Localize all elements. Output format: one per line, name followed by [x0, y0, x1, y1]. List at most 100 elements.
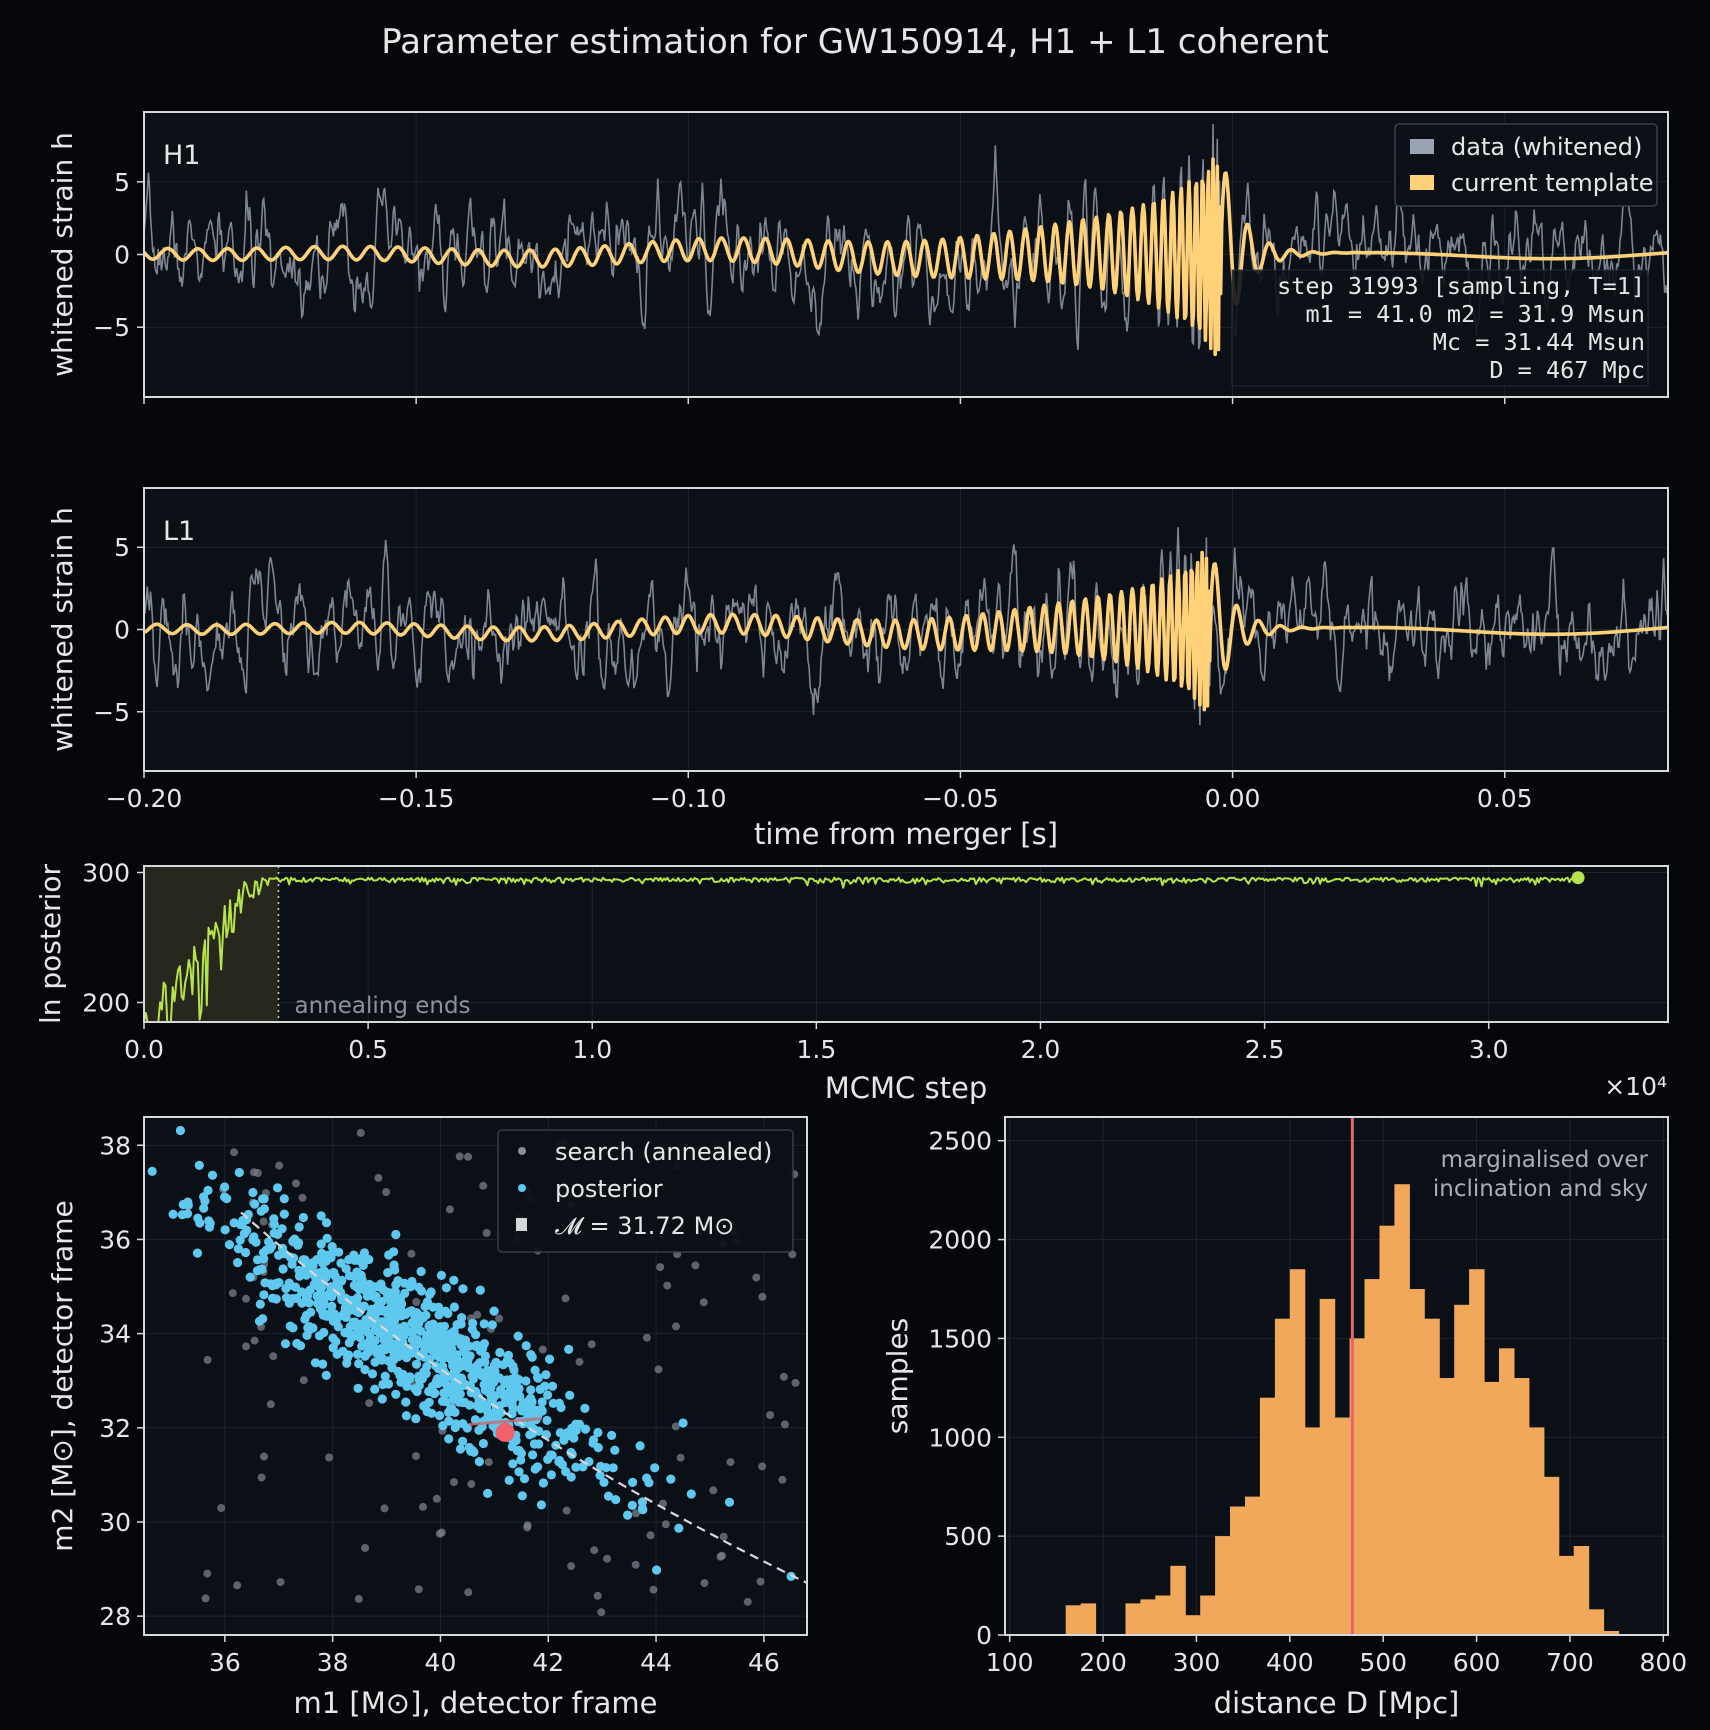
posterior-point — [318, 1359, 328, 1369]
posterior-point — [483, 1365, 493, 1375]
legend-label: data (whitened) — [1451, 133, 1642, 161]
posterior-point — [327, 1301, 337, 1311]
search-point — [758, 1292, 767, 1301]
histogram-bar — [1125, 1603, 1141, 1635]
search-point — [756, 1577, 765, 1586]
posterior-point — [593, 1427, 603, 1438]
posterior-point — [495, 1347, 505, 1358]
histogram-bar — [1215, 1536, 1231, 1635]
posterior-point — [555, 1428, 565, 1438]
posterior-point — [428, 1328, 438, 1338]
posterior-point — [422, 1361, 432, 1372]
posterior-point — [425, 1336, 435, 1346]
posterior-point — [471, 1330, 481, 1340]
posterior-point — [384, 1250, 394, 1260]
x-tick-label: 200 — [1079, 1648, 1127, 1677]
posterior-point — [287, 1259, 297, 1269]
posterior-point — [396, 1327, 406, 1337]
histogram-bar — [1259, 1397, 1276, 1635]
posterior-point — [329, 1287, 339, 1297]
annotation-line: Mc = 31.44 Msun — [1433, 328, 1645, 356]
posterior-point — [305, 1260, 315, 1270]
posterior-point — [503, 1351, 513, 1361]
posterior-point — [273, 1183, 283, 1193]
posterior-point — [686, 1489, 696, 1499]
posterior-point — [474, 1425, 484, 1435]
posterior-point — [414, 1375, 424, 1385]
posterior-point — [224, 1240, 235, 1250]
posterior-point — [554, 1398, 564, 1408]
posterior-point — [487, 1320, 497, 1330]
posterior-point — [400, 1288, 410, 1298]
posterior-point — [278, 1264, 288, 1274]
posterior-point — [260, 1278, 270, 1288]
search-point — [743, 1597, 752, 1606]
y-tick-label: 0 — [114, 241, 130, 270]
posterior-point — [350, 1255, 360, 1265]
search-point — [567, 1562, 576, 1571]
posterior-point — [319, 1327, 329, 1338]
posterior-point — [438, 1396, 448, 1406]
posterior-point — [599, 1477, 609, 1487]
posterior-point — [271, 1280, 281, 1290]
posterior-point — [464, 1400, 475, 1410]
posterior-point — [437, 1333, 447, 1343]
posterior-point — [364, 1254, 374, 1265]
posterior-point — [354, 1284, 364, 1294]
posterior-point — [344, 1338, 354, 1348]
posterior-point — [195, 1218, 205, 1228]
posterior-point — [361, 1340, 371, 1350]
posterior-point — [375, 1329, 385, 1339]
posterior-point — [478, 1438, 488, 1449]
histogram-bar — [1140, 1599, 1156, 1635]
x-tick-label: 0.5 — [348, 1035, 388, 1064]
posterior-point — [443, 1384, 453, 1394]
posterior-point — [498, 1360, 508, 1370]
search-point — [298, 1193, 307, 1202]
posterior-point — [567, 1423, 577, 1433]
histogram-bar — [1484, 1381, 1500, 1635]
y-tick-label: 28 — [99, 1602, 131, 1631]
search-point — [467, 1480, 476, 1489]
posterior-point — [468, 1318, 478, 1328]
posterior-point — [323, 1311, 333, 1321]
posterior-point — [574, 1419, 585, 1429]
posterior-point — [449, 1302, 459, 1312]
x-tick-label: 100 — [986, 1648, 1034, 1677]
posterior-point — [786, 1571, 796, 1581]
posterior-point — [245, 1272, 255, 1282]
search-point — [646, 1531, 655, 1540]
posterior-point — [334, 1247, 344, 1257]
annotation-text: marginalised over — [1441, 1147, 1649, 1173]
posterior-point — [391, 1229, 401, 1240]
histogram-bar — [1469, 1269, 1485, 1635]
mass-scatter-panel: search (annealed) posterior 𝓜 = 31.72 M⊙ 28… — [46, 1116, 808, 1720]
search-point — [242, 1342, 251, 1351]
posterior-point — [372, 1316, 382, 1326]
search-point — [455, 1152, 464, 1161]
posterior-point — [431, 1377, 441, 1387]
posterior-point — [512, 1446, 523, 1456]
search-point — [758, 1462, 767, 1471]
x-tick-label: 1.0 — [572, 1035, 612, 1064]
figure-title: Parameter estimation for GW150914, H1 + … — [381, 22, 1329, 62]
posterior-point — [233, 1244, 243, 1254]
posterior-point — [383, 1268, 393, 1278]
posterior-point — [500, 1379, 510, 1389]
posterior-point — [504, 1475, 514, 1485]
posterior-point — [529, 1439, 540, 1449]
x-axis-label: distance D [Mpc] — [1214, 1686, 1460, 1720]
posterior-point — [250, 1199, 260, 1209]
legend-label: 𝓜 = 31.72 M⊙ — [555, 1212, 734, 1240]
search-point — [361, 1543, 370, 1552]
histogram-bar — [1274, 1318, 1291, 1635]
posterior-point — [398, 1369, 408, 1380]
posterior-point — [302, 1330, 312, 1340]
posterior-point — [458, 1284, 468, 1294]
posterior-point — [467, 1445, 478, 1456]
posterior-point — [483, 1488, 493, 1498]
posterior-point — [199, 1203, 209, 1213]
histogram-bar — [1289, 1269, 1306, 1635]
posterior-point — [571, 1462, 581, 1472]
posterior-point — [523, 1396, 533, 1407]
